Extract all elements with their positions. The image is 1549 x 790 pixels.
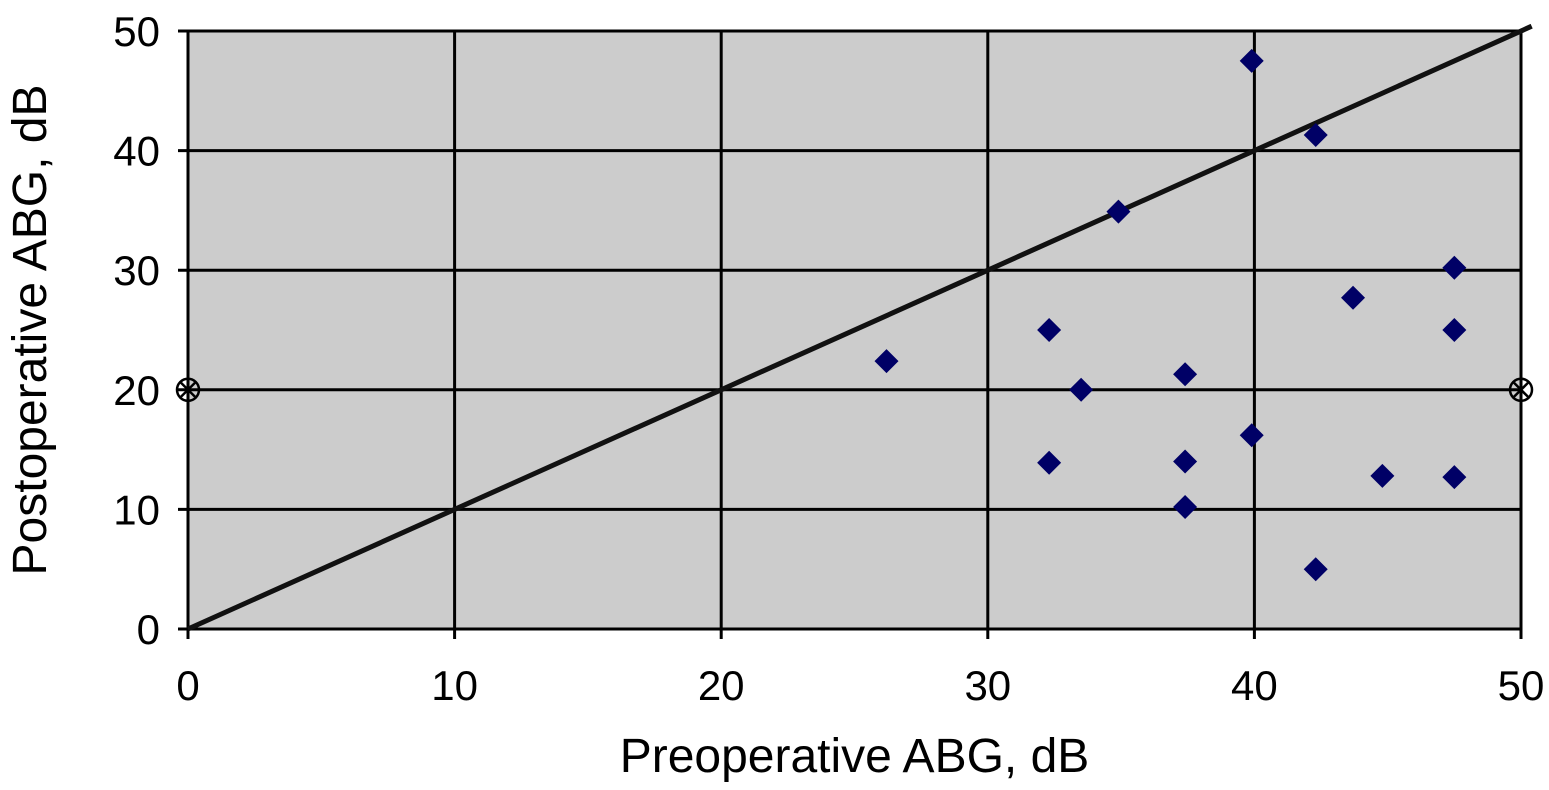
y-tick-label: 0 [137,606,160,653]
data-point [1341,285,1366,310]
x-tick-label: 50 [1498,662,1545,709]
x-tick-label: 10 [431,662,478,709]
plot-border [186,29,1523,631]
data-point-circled-x [175,377,201,403]
y-axis-title: Postoperative ABG, dB [4,85,57,576]
data-point [1037,318,1062,342]
marker-cross-b [1513,381,1529,398]
data-point-circled-x [1508,377,1534,403]
data-point [1173,495,1198,520]
data-point [1239,48,1264,73]
y-tick-label: 30 [113,247,160,294]
x-axis-title: Preoperative ABG, dB [620,730,1090,783]
data-point [874,349,899,374]
data-point [1037,450,1062,475]
y-tick-label: 10 [113,486,160,533]
data-point [1239,423,1264,448]
reference-line-layer [186,23,1533,632]
data-points [175,48,1534,582]
data-point [1442,255,1467,280]
data-point [1370,463,1395,488]
data-point [1442,318,1467,342]
gridlines [178,29,1523,639]
x-tick-label: 20 [698,662,745,709]
data-point [1303,123,1328,148]
data-point [1173,449,1198,474]
data-point [1442,465,1467,490]
x-tick-label: 30 [964,662,1011,709]
y-tick-label: 40 [113,128,160,175]
data-point [1069,377,1094,402]
marker-circle [175,377,201,403]
marker-cross-b [180,381,196,398]
data-point [1173,362,1198,387]
y-tick-label: 20 [113,367,160,414]
tick-labels: 0 10 20 30 40 50 0 10 20 30 40 50 [113,8,1544,709]
y-tick-label: 50 [113,8,160,55]
reference-line [186,23,1533,632]
x-tick-label: 0 [176,662,199,709]
data-point [1106,199,1131,224]
marker-circle [1508,377,1534,403]
data-point [1303,557,1328,582]
x-tick-label: 40 [1231,662,1278,709]
